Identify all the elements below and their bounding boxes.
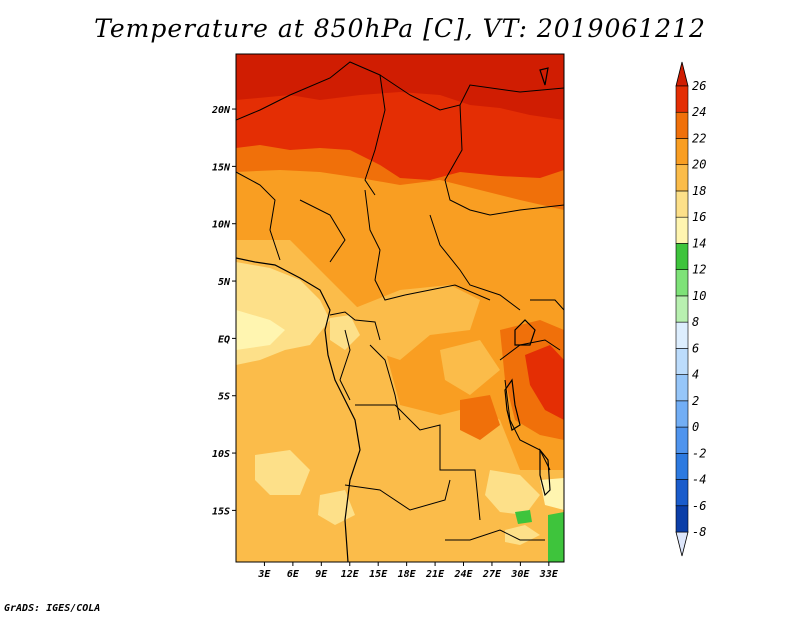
lon-tick-label: 24E [453, 569, 473, 580]
colorbar-label: 18 [692, 184, 706, 198]
page-title: Temperature at 850hPa [C], VT: 201906121… [94, 14, 706, 43]
grads-credit: GrADS: IGES/COLA [4, 603, 101, 614]
colorbar-segment [675, 479, 689, 507]
colorbar-label: 24 [692, 105, 706, 119]
colorbar-segment [675, 374, 689, 402]
colorbar-label: 4 [692, 368, 699, 382]
coastline [236, 257, 361, 562]
colorbar-label: -6 [692, 499, 706, 513]
colorbar-label: 10 [692, 289, 706, 303]
lat-tick-label: 15S [212, 506, 230, 517]
latitude-axis: 20N 15N 10N 5N EQ 5S 10S 15S [211, 105, 236, 517]
colorbar-segment [675, 505, 689, 533]
colorbar-label: 16 [692, 210, 706, 224]
lon-tick-label: 12E [341, 569, 360, 580]
colorbar-over-triangle [675, 61, 689, 87]
colorbar-segment [675, 400, 689, 428]
colorbar-label: 2 [692, 394, 699, 408]
colorbar-under-triangle [675, 531, 689, 557]
country-borders [236, 61, 564, 541]
colorbar-label: 12 [692, 263, 706, 277]
colorbar-label: 8 [692, 315, 699, 329]
map-frame [235, 53, 565, 563]
lon-tick-label: 6E [287, 569, 300, 580]
colorbar-segment [675, 321, 689, 349]
colorbar-label: -8 [692, 525, 706, 539]
colorbar-segment [675, 190, 689, 218]
lon-tick-label: 33E [539, 569, 559, 580]
colorbar-segment [675, 164, 689, 192]
colorbar-label: 20 [692, 158, 706, 172]
lat-tick-label: 10N [212, 220, 231, 231]
colorbar-segment [675, 426, 689, 454]
colorbar-segment [675, 295, 689, 323]
colorbar-label: 6 [692, 341, 699, 355]
colorbar-segment [675, 85, 689, 113]
lat-tick-label: 5N [218, 277, 231, 288]
lon-tick-label: 3E [257, 569, 271, 580]
lon-tick-label: 15E [369, 569, 388, 580]
longitude-axis: 3E 6E 9E 12E 15E 18E 21E 24E 27E 30E 33E [257, 562, 559, 580]
colorbar-label: 14 [692, 236, 706, 250]
lon-tick-label: 27E [482, 569, 502, 580]
colorbar-segment [675, 348, 689, 375]
colorbar-label: 26 [692, 79, 706, 93]
lat-tick-label: 10S [212, 449, 230, 460]
colorbar-segment [675, 269, 689, 297]
colorbar-label: -2 [692, 446, 706, 460]
colorbar-segment [675, 216, 689, 244]
lon-tick-label: 18E [398, 569, 417, 580]
colorbar-segment [675, 243, 689, 270]
colorbar-segment [675, 111, 689, 139]
colorbar-segment [675, 138, 689, 166]
lat-tick-label: EQ [218, 334, 230, 345]
lon-tick-label: 9E [315, 569, 328, 580]
lat-tick-label: 15N [212, 162, 231, 173]
lon-tick-label: 30E [510, 569, 530, 580]
colorbar-segment [675, 452, 689, 480]
lat-tick-label: 20N [211, 105, 231, 116]
colorbar-label: 22 [692, 131, 706, 145]
lat-tick-label: 5S [218, 392, 230, 403]
colorbar-label: -4 [692, 473, 706, 487]
lakes [504, 67, 551, 497]
colorbar-label: 0 [692, 420, 699, 434]
lon-tick-label: 21E [425, 569, 445, 580]
temperature-field [236, 54, 564, 562]
